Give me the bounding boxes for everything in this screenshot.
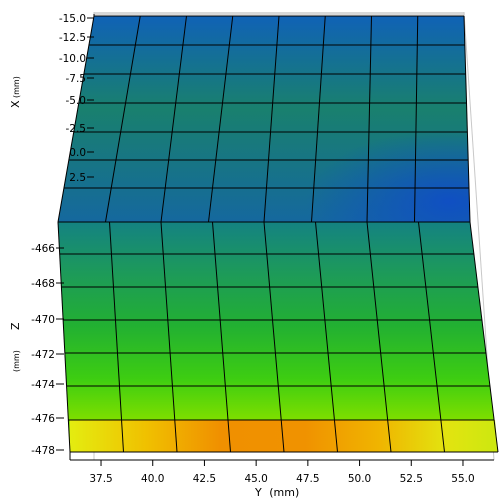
mesh-col-side-0: [57, 221, 71, 453]
y-tick-label: 47.5: [296, 473, 319, 485]
svg-text:X: X: [9, 100, 22, 108]
mesh-col-top-8: [463, 15, 471, 223]
z-axis-label-unit: (mm): [12, 350, 21, 372]
z-tick-label: -466: [31, 243, 55, 255]
mesh-col-top-1: [105, 15, 141, 223]
y-tick-label: 42.5: [193, 473, 216, 485]
x-axis-label-unit: (mm): [12, 76, 21, 98]
mesh-col-side-2: [160, 221, 178, 453]
mesh-col-top-0: [57, 15, 95, 223]
mesh-col-top-7: [414, 15, 419, 223]
mesh-col-top-2: [160, 15, 187, 223]
mesh-col-top-3: [208, 15, 234, 223]
front-surface: [58, 222, 498, 452]
top-surface: [58, 16, 470, 222]
z-tick-label: -474: [31, 379, 55, 391]
mesh-grid: [57, 15, 499, 453]
mesh-col-side-7: [418, 221, 445, 453]
mesh-col-side-4: [263, 221, 285, 453]
mesh-col-side-8: [469, 221, 499, 453]
mesh-col-top-4: [263, 15, 280, 223]
x-tick-label: 2.5: [69, 172, 86, 184]
mesh-col-top-5: [311, 15, 326, 223]
y-axis-label-unit: (mm): [269, 486, 299, 499]
mesh-col-side-6: [366, 221, 392, 453]
x-tick-label: -2.5: [66, 123, 87, 135]
x-tick-label: -7.5: [66, 73, 87, 85]
y-tick-label: 37.5: [89, 473, 112, 485]
mesh-col-side-1: [109, 221, 124, 453]
svg-text:(mm): (mm): [12, 76, 21, 98]
x-axis-ticks: -15.0 -12.5 -10.0 -7.5 -5.0 -2.5 0.0 2.5: [59, 13, 94, 184]
mesh-col-side-3: [212, 221, 231, 453]
y-tick-label: 52.5: [400, 473, 423, 485]
mesh-col-side-5: [315, 221, 338, 453]
y-axis-label: Y (mm): [254, 486, 299, 499]
z-axis-ticks: -466 -468 -470 -472 -474 -476 -478: [31, 243, 64, 457]
y-tick-label: 45.0: [244, 473, 267, 485]
y-axis-label-name: Y: [254, 486, 262, 499]
svg-text:Y (mm): Y (mm): [254, 486, 299, 499]
x-tick-label: -12.5: [59, 32, 86, 44]
x-axis-label-name: X: [9, 100, 22, 108]
y-axis-ticks: 37.5 40.0 42.5 45.0 47.5 50.0 52.5 55.0: [89, 460, 475, 485]
z-axis-label-name: Z: [9, 322, 22, 330]
z-tick-label: -472: [31, 349, 55, 361]
z-tick-label: -476: [31, 413, 55, 425]
x-axis-label: X (mm): [9, 76, 22, 108]
x-tick-label: -10.0: [59, 53, 86, 65]
x-tick-label: 0.0: [69, 147, 86, 159]
svg-text:Z: Z: [9, 322, 22, 330]
y-tick-label: 40.0: [141, 473, 164, 485]
svg-text:(mm): (mm): [12, 350, 21, 372]
z-axis-label: Z (mm): [9, 322, 22, 372]
z-tick-label: -478: [31, 445, 55, 457]
y-tick-label: 50.0: [348, 473, 371, 485]
y-tick-label: 55.0: [451, 473, 474, 485]
z-tick-label: -470: [31, 314, 55, 326]
x-tick-label: -15.0: [59, 13, 86, 25]
x-tick-label: -5.0: [66, 95, 87, 107]
z-tick-label: -468: [31, 278, 55, 290]
mesh-col-top-6: [366, 15, 372, 223]
